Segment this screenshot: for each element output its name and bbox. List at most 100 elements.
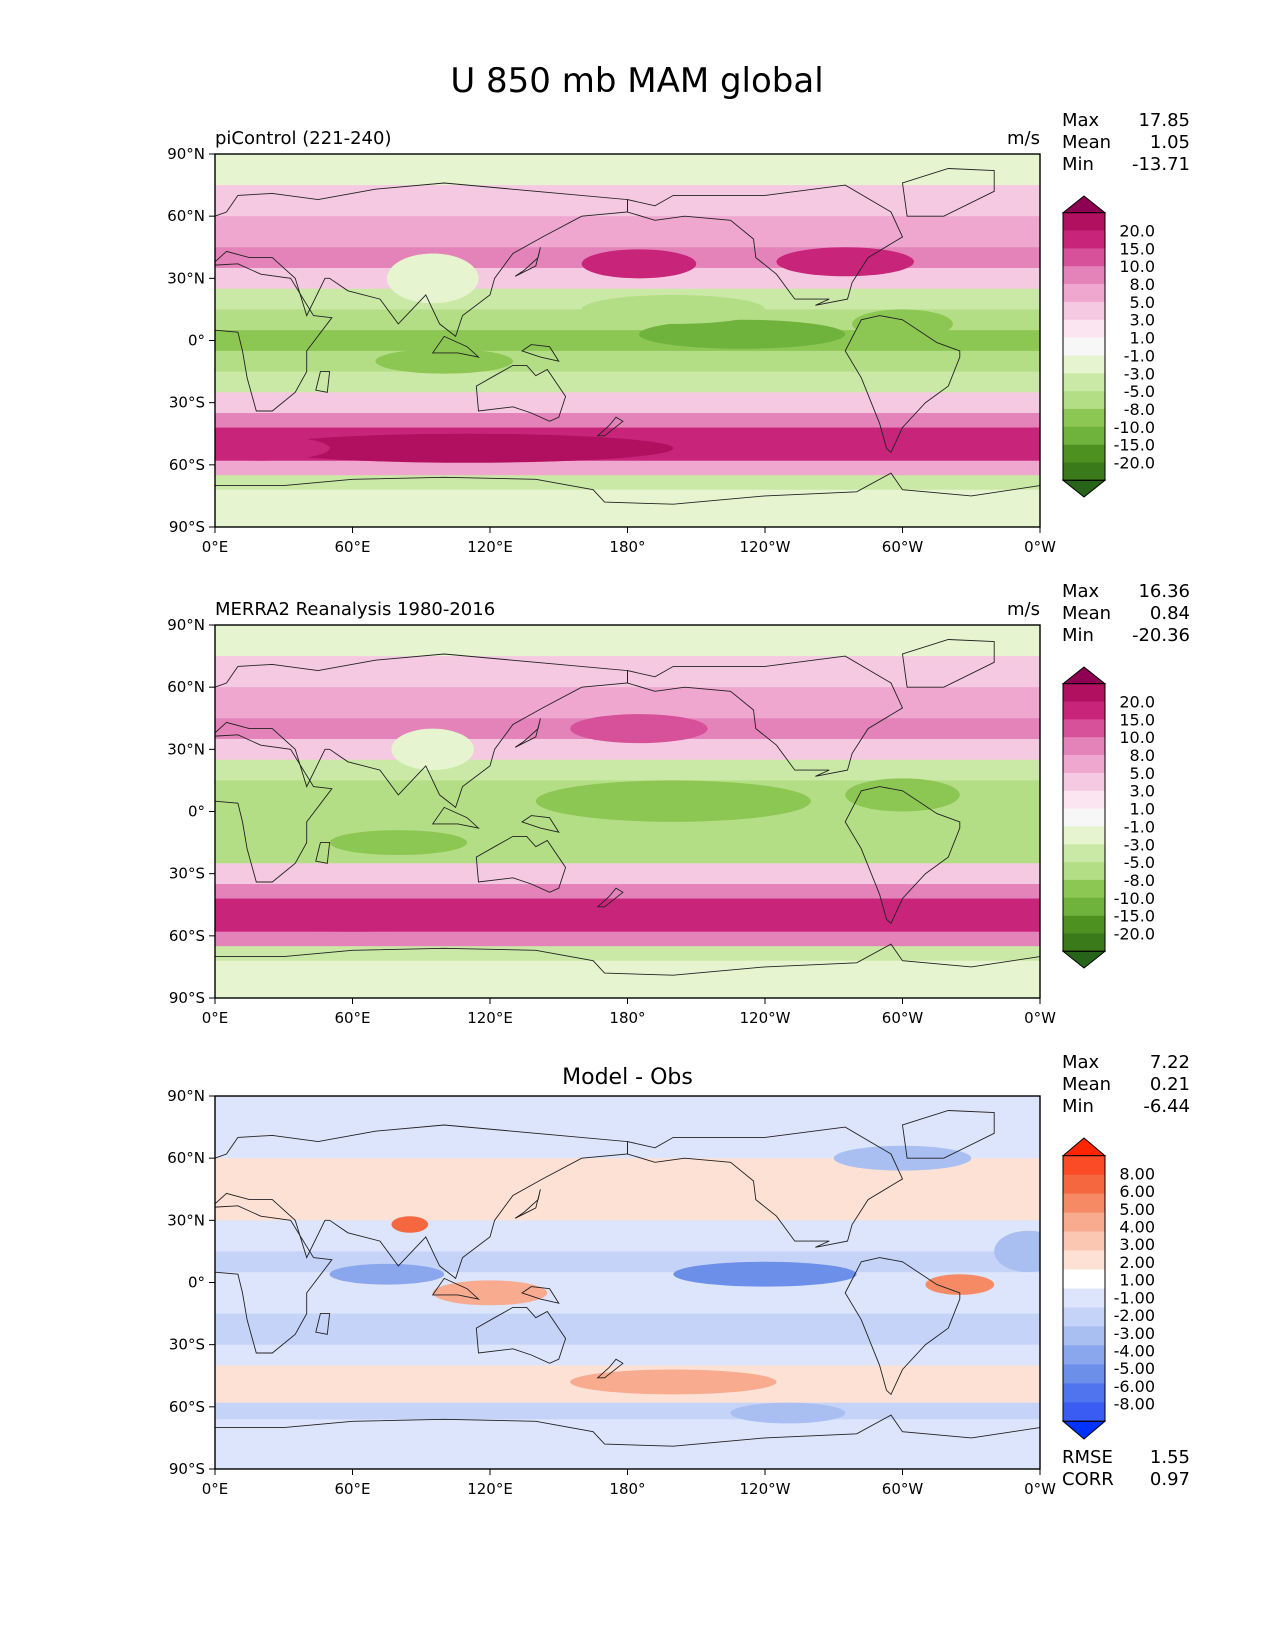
field-band xyxy=(215,687,1040,719)
field-anomaly xyxy=(432,1280,548,1306)
field-anomaly xyxy=(852,309,953,339)
field-band xyxy=(215,1220,1040,1252)
field-band xyxy=(215,931,1040,947)
colorbar-swatch xyxy=(1063,897,1105,916)
colorbar-swatch xyxy=(1063,1383,1105,1403)
stat-min-label: Min xyxy=(1062,625,1094,646)
units-label: m/s xyxy=(1007,599,1040,620)
coastline xyxy=(475,364,567,422)
field-anomaly xyxy=(833,1145,972,1171)
x-tick-label: 60°E xyxy=(334,538,370,556)
x-tick-label: 0°W xyxy=(1024,1480,1056,1498)
colorbar-swatch xyxy=(1063,683,1105,702)
colorbar-swatch xyxy=(1063,790,1105,809)
coastline xyxy=(215,1205,333,1354)
colorbar-label: -3.0 xyxy=(1124,835,1155,854)
field-anomaly xyxy=(581,249,697,279)
coastline xyxy=(902,639,995,688)
colorbar-extend-min xyxy=(1061,479,1107,498)
coastline xyxy=(844,1257,961,1396)
colorbar-swatch xyxy=(1063,462,1105,481)
colorbar-frame xyxy=(1062,1155,1106,1422)
colorbar-swatch xyxy=(1063,1364,1105,1384)
field-band xyxy=(215,946,1040,962)
x-tick-label: 0°E xyxy=(202,1009,229,1027)
colorbar-swatch xyxy=(1063,755,1105,774)
y-tick-label: 30°S xyxy=(169,865,205,883)
field-band xyxy=(215,884,1040,900)
stat-max-value: 16.36 xyxy=(1138,581,1190,602)
colorbar-swatch xyxy=(1063,826,1105,845)
coastline xyxy=(844,786,961,925)
coastline xyxy=(514,247,541,277)
y-tick-label: 90°N xyxy=(167,145,205,163)
y-tick-label: 60°S xyxy=(169,927,205,945)
colorbar-label: -15.0 xyxy=(1114,907,1155,926)
panel-title: MERRA2 Reanalysis 1980-2016 xyxy=(215,599,495,620)
x-tick-label: 120°W xyxy=(740,1480,791,1498)
stat-min-label: Min xyxy=(1062,154,1094,175)
colorbar-swatch xyxy=(1063,248,1105,267)
y-tick-label: 0° xyxy=(188,803,205,821)
x-tick-label: 120°E xyxy=(467,1480,513,1498)
coastline xyxy=(215,1124,628,1280)
colorbar: 20.015.010.08.05.03.01.0-1.0-3.0-5.0-8.0… xyxy=(1061,195,1155,498)
colorbar-swatch xyxy=(1063,301,1105,321)
colorbar-swatch xyxy=(1063,284,1105,303)
colorbar-label: -8.0 xyxy=(1124,871,1155,890)
x-tick-label: 180° xyxy=(609,1480,645,1498)
colorbar-label: -3.00 xyxy=(1114,1324,1155,1343)
field-anomaly xyxy=(730,1402,846,1424)
colorbar-label: -8.0 xyxy=(1124,400,1155,419)
field-anomaly xyxy=(391,1216,429,1233)
colorbar-swatch xyxy=(1063,933,1105,952)
colorbar-label: 1.00 xyxy=(1119,1271,1155,1290)
x-tick-label: 0°W xyxy=(1024,538,1056,556)
colorbar-swatch xyxy=(1063,426,1105,445)
field-band xyxy=(215,460,1040,476)
colorbar-swatch xyxy=(1063,1269,1105,1289)
coastline xyxy=(215,1414,1040,1469)
coastline xyxy=(475,1306,567,1364)
field-band xyxy=(215,413,1040,429)
colorbar-label: -15.0 xyxy=(1114,436,1155,455)
y-tick-label: 60°N xyxy=(167,207,205,225)
colorbar-swatch xyxy=(1063,355,1105,374)
colorbar-label: -5.00 xyxy=(1114,1359,1155,1378)
colorbar-swatch xyxy=(1063,1155,1105,1175)
field-anomaly xyxy=(386,253,479,304)
colorbar-label: -20.0 xyxy=(1114,924,1155,943)
colorbar-swatch xyxy=(1063,1174,1105,1194)
stat-mean-value: 0.21 xyxy=(1150,1074,1190,1095)
colorbar-label: 3.00 xyxy=(1119,1235,1155,1254)
field-anomaly xyxy=(925,1274,995,1295)
figure-title: U 850 mb MAM global xyxy=(450,61,823,101)
colorbar-label: -2.00 xyxy=(1114,1306,1155,1325)
coastline xyxy=(315,842,331,864)
coastline xyxy=(627,655,904,777)
y-tick-label: 60°N xyxy=(167,678,205,696)
field-band xyxy=(215,863,1040,885)
field-band xyxy=(215,1096,1040,1128)
colorbar-label: 4.00 xyxy=(1119,1218,1155,1237)
map-panel-2: 0°E 60°E 120°E 180° 120°W 60°W 0°W 90°N 60°N 30°N… xyxy=(167,581,1190,1027)
y-tick-label: 90°S xyxy=(169,518,205,536)
corr-label: CORR xyxy=(1062,1469,1114,1490)
colorbar-label: -10.0 xyxy=(1114,418,1155,437)
field-band xyxy=(215,371,1040,393)
field-band xyxy=(215,1419,1040,1469)
colorbar-label: 1.0 xyxy=(1130,800,1155,819)
coastline xyxy=(315,1313,331,1335)
y-tick-label: 30°S xyxy=(169,1336,205,1354)
y-tick-label: 90°N xyxy=(167,616,205,634)
field-band xyxy=(215,1402,1040,1420)
field-anomaly xyxy=(260,433,674,463)
colorbar-label: -5.0 xyxy=(1124,853,1155,872)
coastline xyxy=(475,835,567,893)
coastline xyxy=(844,315,961,454)
y-tick-label: 60°N xyxy=(167,1149,205,1167)
coastline xyxy=(215,943,1040,998)
field-band xyxy=(215,960,1040,998)
y-tick-label: 0° xyxy=(188,1274,205,1292)
